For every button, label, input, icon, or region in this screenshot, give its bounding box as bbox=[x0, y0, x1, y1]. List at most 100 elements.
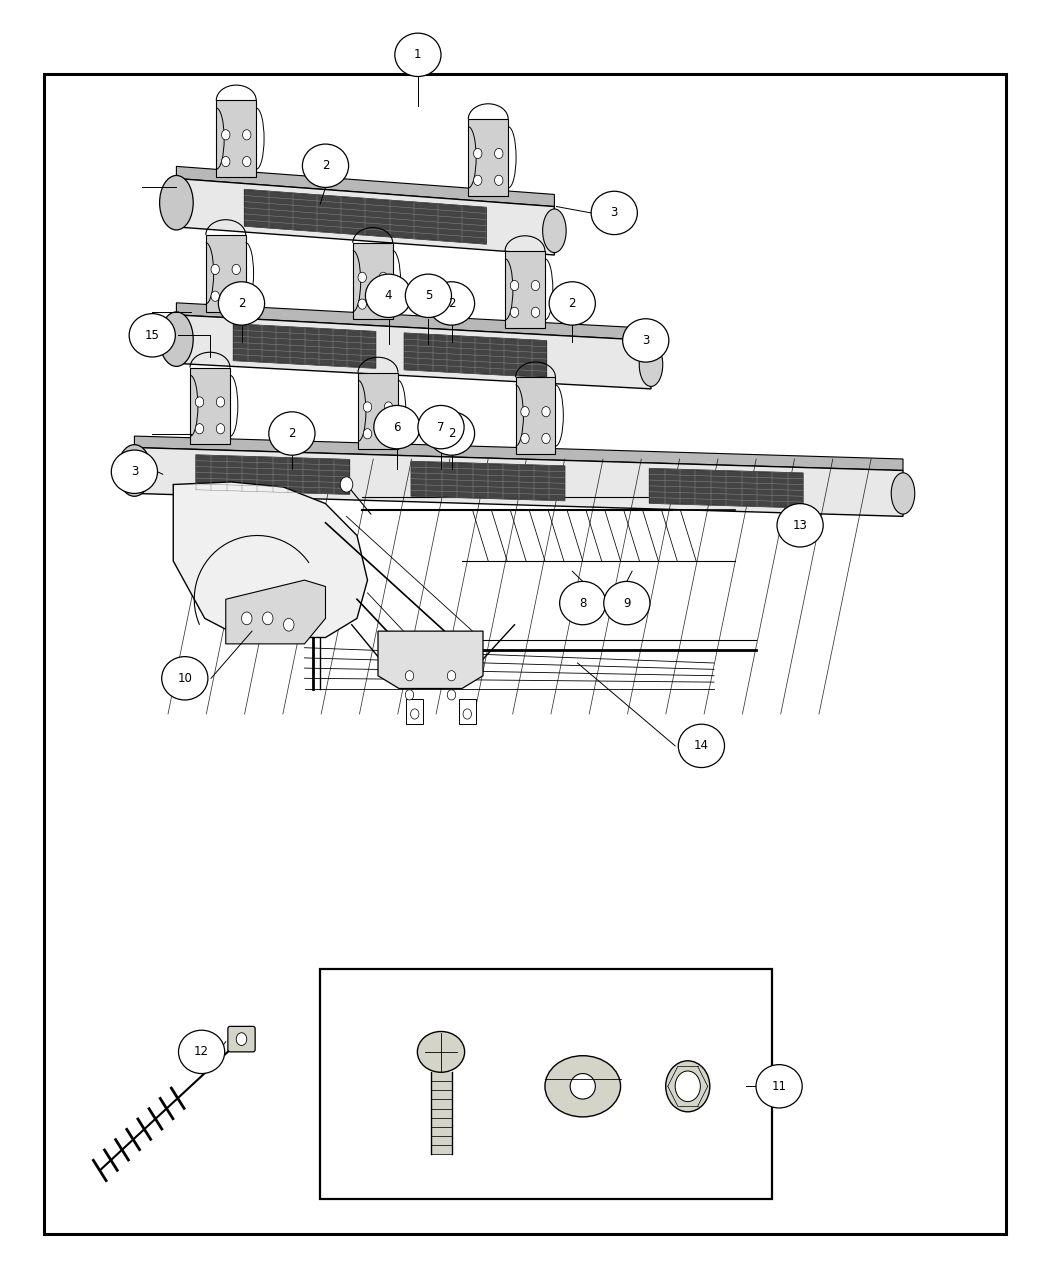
Polygon shape bbox=[412, 462, 565, 501]
Circle shape bbox=[216, 423, 225, 434]
Ellipse shape bbox=[418, 405, 464, 449]
Circle shape bbox=[411, 709, 419, 719]
Ellipse shape bbox=[160, 312, 193, 366]
Circle shape bbox=[358, 300, 366, 310]
Text: 3: 3 bbox=[130, 465, 139, 478]
FancyBboxPatch shape bbox=[216, 101, 256, 177]
Text: 9: 9 bbox=[623, 597, 631, 609]
Circle shape bbox=[236, 1033, 247, 1045]
Text: 2: 2 bbox=[321, 159, 330, 172]
Ellipse shape bbox=[162, 657, 208, 700]
Text: 2: 2 bbox=[447, 427, 456, 440]
Polygon shape bbox=[233, 324, 376, 368]
Text: 15: 15 bbox=[145, 329, 160, 342]
FancyBboxPatch shape bbox=[228, 1026, 255, 1052]
Circle shape bbox=[340, 477, 353, 492]
Ellipse shape bbox=[891, 473, 915, 514]
Ellipse shape bbox=[678, 724, 724, 768]
Ellipse shape bbox=[560, 581, 606, 625]
Circle shape bbox=[262, 612, 273, 625]
Circle shape bbox=[542, 407, 550, 417]
Text: 8: 8 bbox=[579, 597, 587, 609]
Polygon shape bbox=[196, 455, 350, 495]
Circle shape bbox=[384, 402, 393, 412]
Bar bbox=[430, 1072, 452, 1154]
Polygon shape bbox=[404, 333, 547, 377]
Circle shape bbox=[463, 709, 471, 719]
Circle shape bbox=[510, 280, 519, 291]
Ellipse shape bbox=[428, 412, 475, 455]
Text: 13: 13 bbox=[793, 519, 807, 532]
Bar bbox=[320, 969, 772, 1198]
Circle shape bbox=[211, 264, 219, 274]
Ellipse shape bbox=[269, 412, 315, 455]
Text: 2: 2 bbox=[568, 297, 576, 310]
Circle shape bbox=[384, 428, 393, 439]
Circle shape bbox=[447, 671, 456, 681]
Text: 1: 1 bbox=[414, 48, 422, 61]
Circle shape bbox=[531, 307, 540, 317]
Text: 5: 5 bbox=[424, 289, 433, 302]
Polygon shape bbox=[245, 190, 486, 244]
Circle shape bbox=[405, 671, 414, 681]
Ellipse shape bbox=[111, 450, 158, 493]
Circle shape bbox=[521, 434, 529, 444]
Polygon shape bbox=[226, 580, 326, 644]
Circle shape bbox=[675, 1071, 700, 1102]
Ellipse shape bbox=[639, 343, 663, 386]
Text: 2: 2 bbox=[447, 297, 456, 310]
Circle shape bbox=[211, 291, 219, 301]
Bar bbox=[406, 699, 423, 724]
Text: 14: 14 bbox=[694, 740, 709, 752]
Ellipse shape bbox=[591, 191, 637, 235]
Polygon shape bbox=[378, 631, 483, 688]
Circle shape bbox=[531, 280, 540, 291]
Ellipse shape bbox=[543, 209, 566, 252]
Circle shape bbox=[284, 618, 294, 631]
Circle shape bbox=[243, 157, 251, 167]
Circle shape bbox=[474, 148, 482, 158]
Text: 3: 3 bbox=[610, 207, 618, 219]
Ellipse shape bbox=[405, 274, 452, 317]
Ellipse shape bbox=[623, 319, 669, 362]
FancyBboxPatch shape bbox=[358, 372, 398, 449]
Ellipse shape bbox=[570, 1074, 595, 1099]
Circle shape bbox=[222, 130, 230, 140]
Ellipse shape bbox=[365, 274, 412, 317]
Ellipse shape bbox=[178, 1030, 225, 1074]
Polygon shape bbox=[176, 303, 651, 340]
Circle shape bbox=[195, 423, 204, 434]
Circle shape bbox=[195, 397, 204, 407]
Ellipse shape bbox=[118, 445, 151, 496]
Text: 11: 11 bbox=[772, 1080, 786, 1093]
Ellipse shape bbox=[428, 282, 475, 325]
Ellipse shape bbox=[418, 1031, 464, 1072]
Ellipse shape bbox=[777, 504, 823, 547]
Ellipse shape bbox=[666, 1061, 710, 1112]
Polygon shape bbox=[649, 468, 803, 507]
Circle shape bbox=[222, 157, 230, 167]
Circle shape bbox=[232, 264, 240, 274]
Circle shape bbox=[232, 291, 240, 301]
Circle shape bbox=[510, 307, 519, 317]
Circle shape bbox=[363, 402, 372, 412]
Circle shape bbox=[474, 175, 482, 185]
Text: 3: 3 bbox=[642, 334, 650, 347]
Polygon shape bbox=[176, 179, 554, 255]
Ellipse shape bbox=[302, 144, 349, 187]
Circle shape bbox=[405, 690, 414, 700]
Text: 12: 12 bbox=[194, 1046, 209, 1058]
Ellipse shape bbox=[160, 176, 193, 230]
Ellipse shape bbox=[756, 1065, 802, 1108]
Circle shape bbox=[542, 434, 550, 444]
Ellipse shape bbox=[218, 282, 265, 325]
Circle shape bbox=[216, 397, 225, 407]
Text: 4: 4 bbox=[384, 289, 393, 302]
Circle shape bbox=[447, 690, 456, 700]
Circle shape bbox=[521, 407, 529, 417]
Text: 7: 7 bbox=[437, 421, 445, 434]
Text: 2: 2 bbox=[237, 297, 246, 310]
FancyBboxPatch shape bbox=[190, 367, 230, 444]
Ellipse shape bbox=[374, 405, 420, 449]
Polygon shape bbox=[134, 448, 903, 516]
